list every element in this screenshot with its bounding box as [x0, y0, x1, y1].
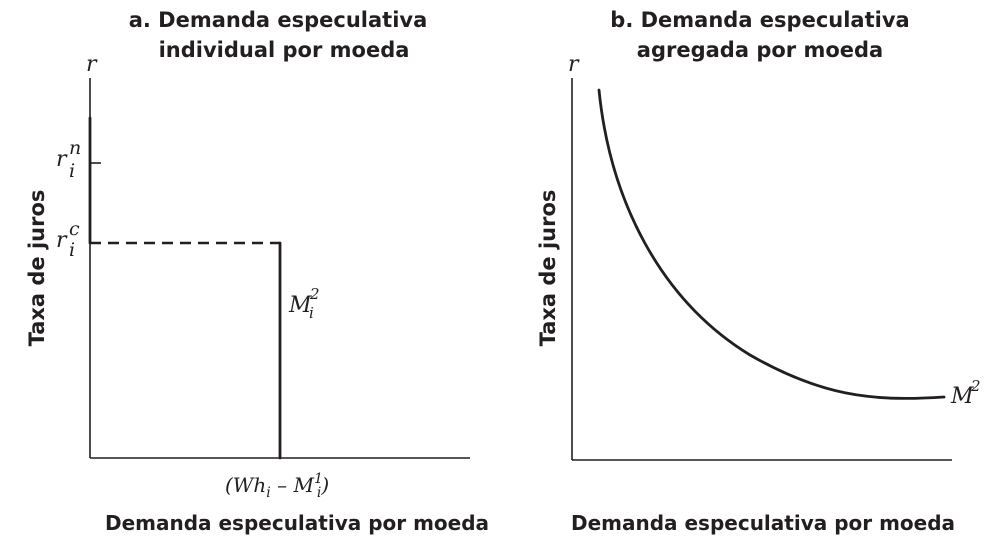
panel-b-r-axis-label: r — [568, 52, 580, 77]
panel-a-rn-sup: n — [69, 137, 81, 159]
panel-a-title-line1: a. Demanda especulativa — [129, 8, 428, 32]
panel-b-demand-curve — [597, 88, 946, 400]
panel-a-rc-base: r — [56, 228, 68, 253]
panel-a-curve-label: M 2 i — [288, 285, 320, 322]
panel-a-curve-label-sup: 2 — [309, 285, 320, 303]
panel-a-rn-base: r — [56, 147, 68, 172]
panel-a: a. Demanda especulativa individual por m… — [25, 8, 489, 535]
panel-a-title-line2: individual por moeda — [159, 38, 410, 62]
panel-b-y-axis-title: Taxa de juros — [536, 190, 560, 347]
panel-b-curve-label-sup: 2 — [970, 377, 981, 395]
panel-a-x-axis-title: Demanda especulativa por moeda — [105, 511, 489, 535]
panel-b: b. Demanda especulativa agregada por moe… — [536, 8, 981, 535]
panel-a-r-axis-label: r — [86, 52, 98, 77]
panel-a-rn-sub: i — [69, 160, 75, 182]
panel-a-rc-sup: c — [69, 218, 80, 240]
panel-b-curve-label-base: M — [950, 384, 974, 409]
panel-a-rc-sub: i — [69, 239, 75, 261]
panel-a-x-tick-label: (Whi – M1 i) — [225, 471, 329, 501]
panel-b-curve-label: M 2 — [950, 377, 981, 409]
panel-a-curve-label-sub: i — [309, 304, 314, 322]
panel-b-title-line2: agregada por moeda — [637, 38, 883, 62]
panel-a-rc-label: r c i — [56, 218, 80, 261]
panel-b-title-line1: b. Demanda especulativa — [610, 8, 909, 32]
panel-b-x-axis-title: Demanda especulativa por moeda — [571, 511, 955, 535]
panel-a-rn-label: r n i — [56, 137, 81, 182]
panel-a-curve-label-base: M — [288, 293, 312, 318]
panel-a-y-axis-title: Taxa de juros — [25, 190, 49, 347]
